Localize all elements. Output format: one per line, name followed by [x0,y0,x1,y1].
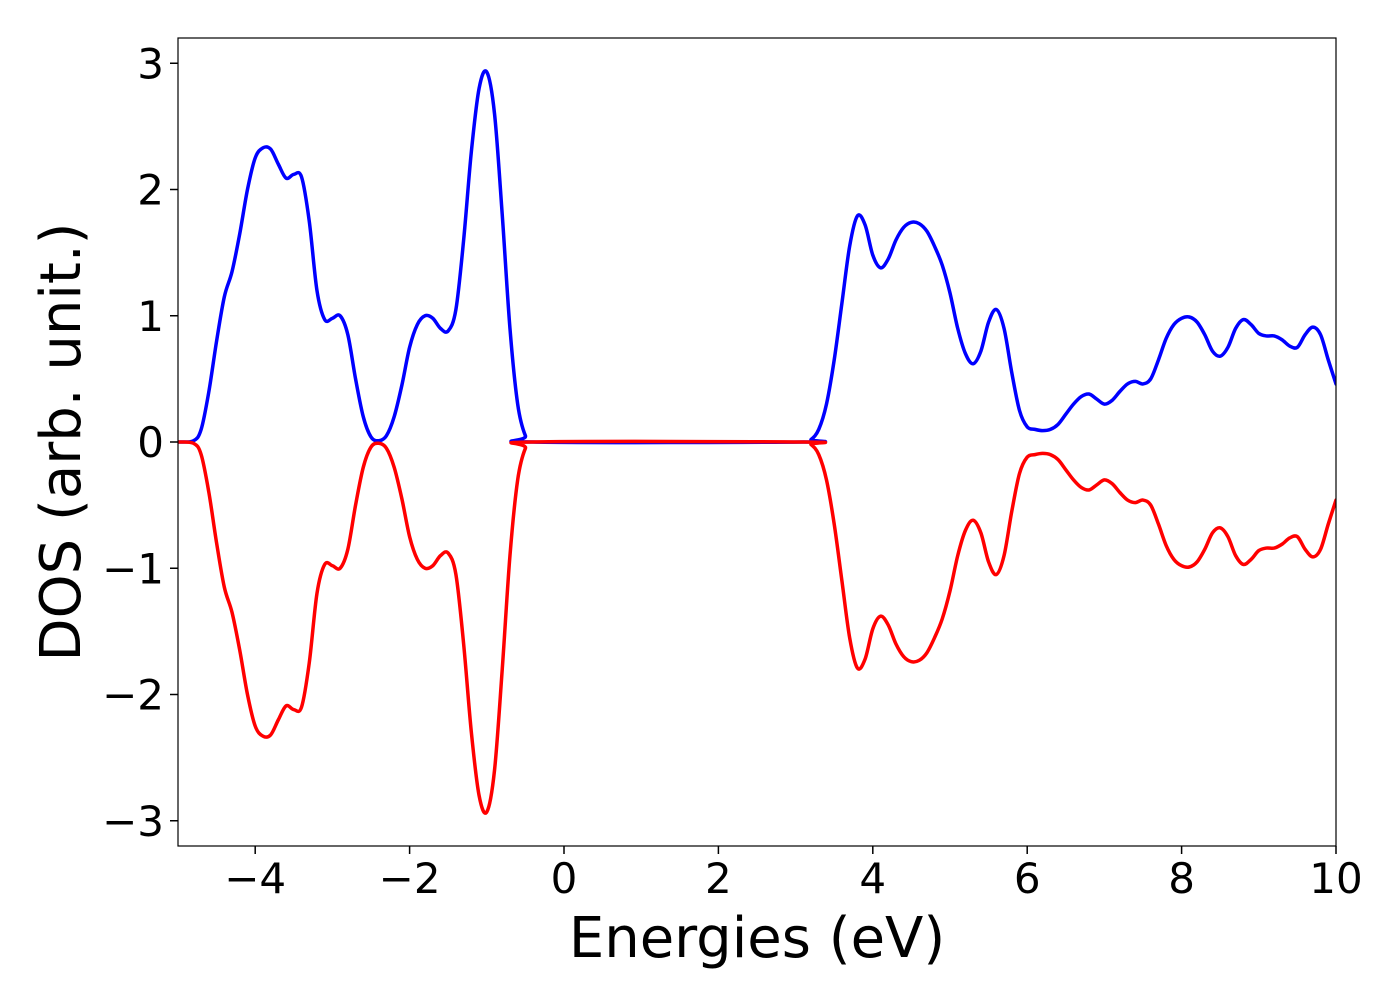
series-layer [178,69,1336,815]
x-tick-label: −4 [224,854,286,903]
x-tick-label: 10 [1309,854,1362,903]
y-axis-ticks: −3 −2 −1 0 1 2 3 [102,39,178,846]
y-tick-label: 2 [137,166,164,215]
x-tick-label: 2 [705,854,732,903]
y-tick-label: 3 [137,39,164,88]
x-axis-ticks: −4 −2 0 2 4 6 8 10 [224,846,1363,903]
y-axis-label: DOS (arb. unit.) [29,222,94,661]
series-line-blue [178,69,1336,445]
x-tick-label: 6 [1014,854,1041,903]
x-tick-label: −2 [379,854,441,903]
y-tick-label: 1 [137,292,164,341]
series-line-red [178,439,1336,815]
x-tick-label: 4 [859,854,886,903]
x-tick-label: 8 [1168,854,1195,903]
x-tick-label: 0 [551,854,578,903]
y-tick-label: −3 [102,797,164,846]
y-tick-label: −2 [102,671,164,720]
x-axis-label: Energies (eV) [569,906,945,971]
y-tick-label: 0 [137,418,164,467]
y-tick-label: −1 [102,544,164,593]
